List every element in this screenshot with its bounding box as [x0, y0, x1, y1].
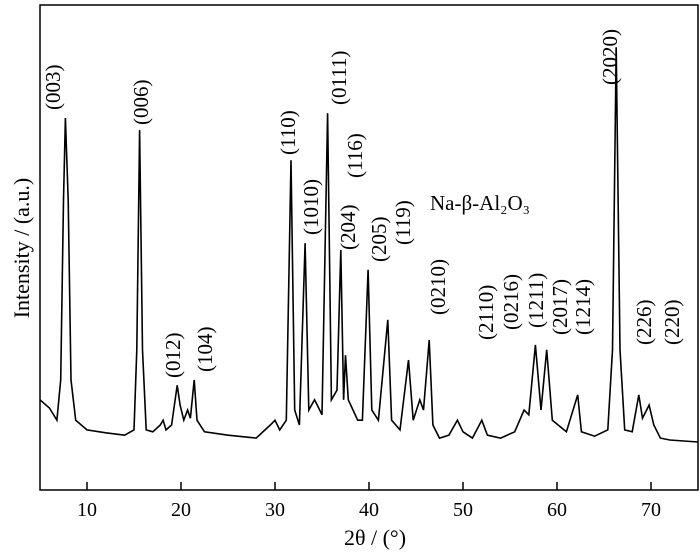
peak-label: (012)	[161, 333, 185, 379]
x-tick-label: 50	[453, 499, 473, 521]
peak-label: (204)	[336, 205, 360, 251]
peak-label: (2017)	[548, 279, 572, 335]
peak-label: (226)	[632, 300, 656, 346]
peak-label: (0111)	[327, 51, 351, 105]
peak-label: (006)	[129, 80, 153, 126]
x-tick-label: 60	[547, 499, 567, 521]
peak-label: (110)	[276, 110, 300, 155]
x-tick-label: 20	[171, 499, 191, 521]
peak-label: (2020)	[598, 29, 622, 85]
peak-label: (1211)	[524, 273, 548, 328]
peak-label: (0210)	[426, 259, 450, 315]
peak-label: (2110)	[474, 285, 498, 340]
peak-label: (205)	[367, 217, 391, 263]
xrd-line	[39, 47, 699, 443]
peak-label: Na-β-Al₂O₃	[430, 191, 530, 215]
peak-label: (003)	[41, 65, 65, 111]
x-tick-label: 30	[265, 499, 285, 521]
peak-label: (1214)	[571, 279, 595, 335]
y-axis-title: Intensity / (a.u.)	[9, 178, 34, 319]
x-axis-title: 2θ / (°)	[344, 525, 406, 550]
peak-label: (104)	[193, 327, 217, 373]
peak-label: (116)	[343, 133, 367, 178]
peak-label: (1010)	[299, 179, 323, 235]
x-tick-label: 70	[641, 499, 661, 521]
x-tick-label: 10	[77, 499, 97, 521]
peak-label: (0216)	[499, 274, 523, 330]
x-tick-label: 40	[359, 499, 379, 521]
peak-label: (220)	[660, 300, 684, 346]
peak-label: (119)	[391, 200, 415, 245]
